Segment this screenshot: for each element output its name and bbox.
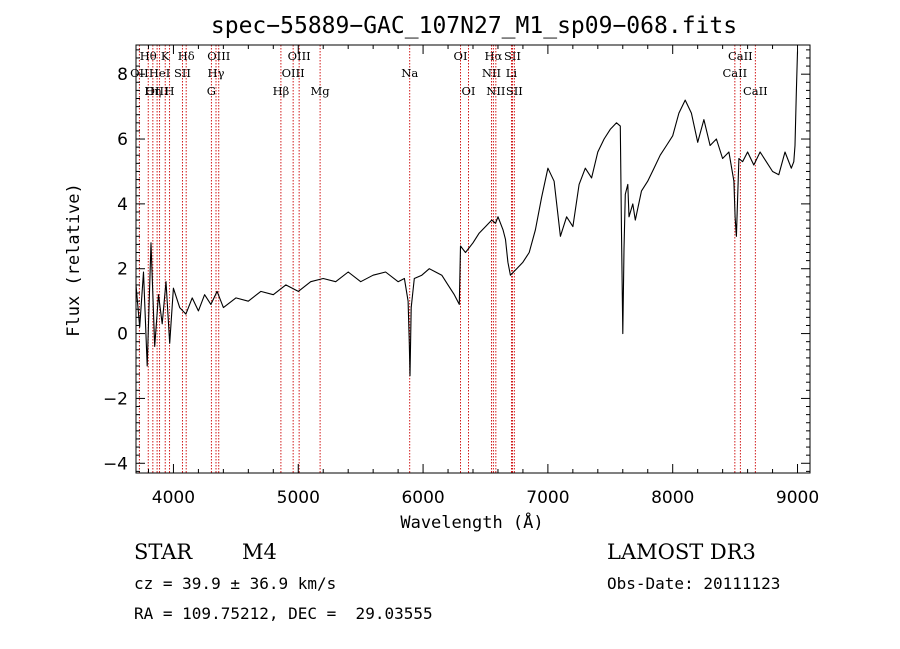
spectral-line-label: Mg [311,84,331,98]
spectral-line-label: Hβ [273,84,290,98]
spectral-line-label: CaII [728,49,753,63]
coordinates: RA = 109.75212, DEC = 29.03555 [134,604,433,623]
object-class: STAR [134,540,193,564]
spectrum-chart: spec−55889−GAC_107N27_M1_sp09−068.fits H… [64,13,819,533]
y-axis-label: Flux (relative) [64,183,84,337]
spectral-line-label: Hη [144,84,161,98]
spectral-line-label: HeI [149,66,170,80]
y-tick-label: −4 [103,454,128,474]
survey-name: LAMOST DR3 [607,540,756,564]
y-tick-label: 4 [117,195,128,215]
x-tick-label: 6000 [401,488,444,508]
spectral-line-label: OIII [288,49,311,63]
x-tick-label: 7000 [526,488,569,508]
y-axis: −4 −2 0 2 4 6 8 [103,49,810,474]
y-tick-label: 6 [117,130,128,150]
x-tick-label: 9000 [776,488,819,508]
spectral-line-label: Hθ [140,49,157,63]
spectral-line-label: H [165,84,175,98]
x-axis: 4000 5000 6000 7000 8000 9000 [147,45,819,508]
spectral-line-label: SII [174,66,191,80]
spectral-line-label: Hα [484,49,502,63]
spectrum-series [135,51,799,377]
y-tick-label: 8 [117,65,128,85]
spectral-line-label: NII [482,66,501,80]
spectral-line-label: CaII [722,66,747,80]
spectral-line-label: OI [454,49,468,63]
spectral-line-label: Hγ [208,66,225,80]
spectral-line-label: NII [486,84,505,98]
spectral-line-label: OI [462,84,476,98]
spectral-line-label: G [207,84,216,98]
y-tick-label: 2 [117,260,128,280]
spectral-line-label: SII [504,49,521,63]
spectral-line-label: SII [506,84,523,98]
plot-frame [135,44,811,474]
observation-date: Obs-Date: 20111123 [607,574,781,593]
y-tick-label: −2 [103,389,128,409]
chart-title: spec−55889−GAC_107N27_M1_sp09−068.fits [211,13,737,39]
spectral-line-label: CaII [743,84,768,98]
spectral-line-label: Li [506,66,518,80]
x-tick-label: 8000 [651,488,694,508]
object-subclass: M4 [242,540,277,564]
redshift-velocity: cz = 39.9 ± 36.9 km/s [134,574,337,593]
spectral-line-label: OIII [146,84,169,98]
spectral-line-label: Na [401,66,418,80]
x-tick-label: 4000 [152,488,195,508]
x-tick-label: 5000 [277,488,320,508]
spectral-line-label: Hδ [178,49,195,63]
y-tick-label: 0 [117,325,128,345]
spectral-line-label: K [161,49,170,63]
x-axis-label: Wavelength (Å) [400,511,543,533]
spectral-line-label: OIII [207,49,230,63]
spectral-line-label: OIII [282,66,305,80]
spectral-line-label: OII [130,66,149,80]
spectrum-line [135,51,799,377]
